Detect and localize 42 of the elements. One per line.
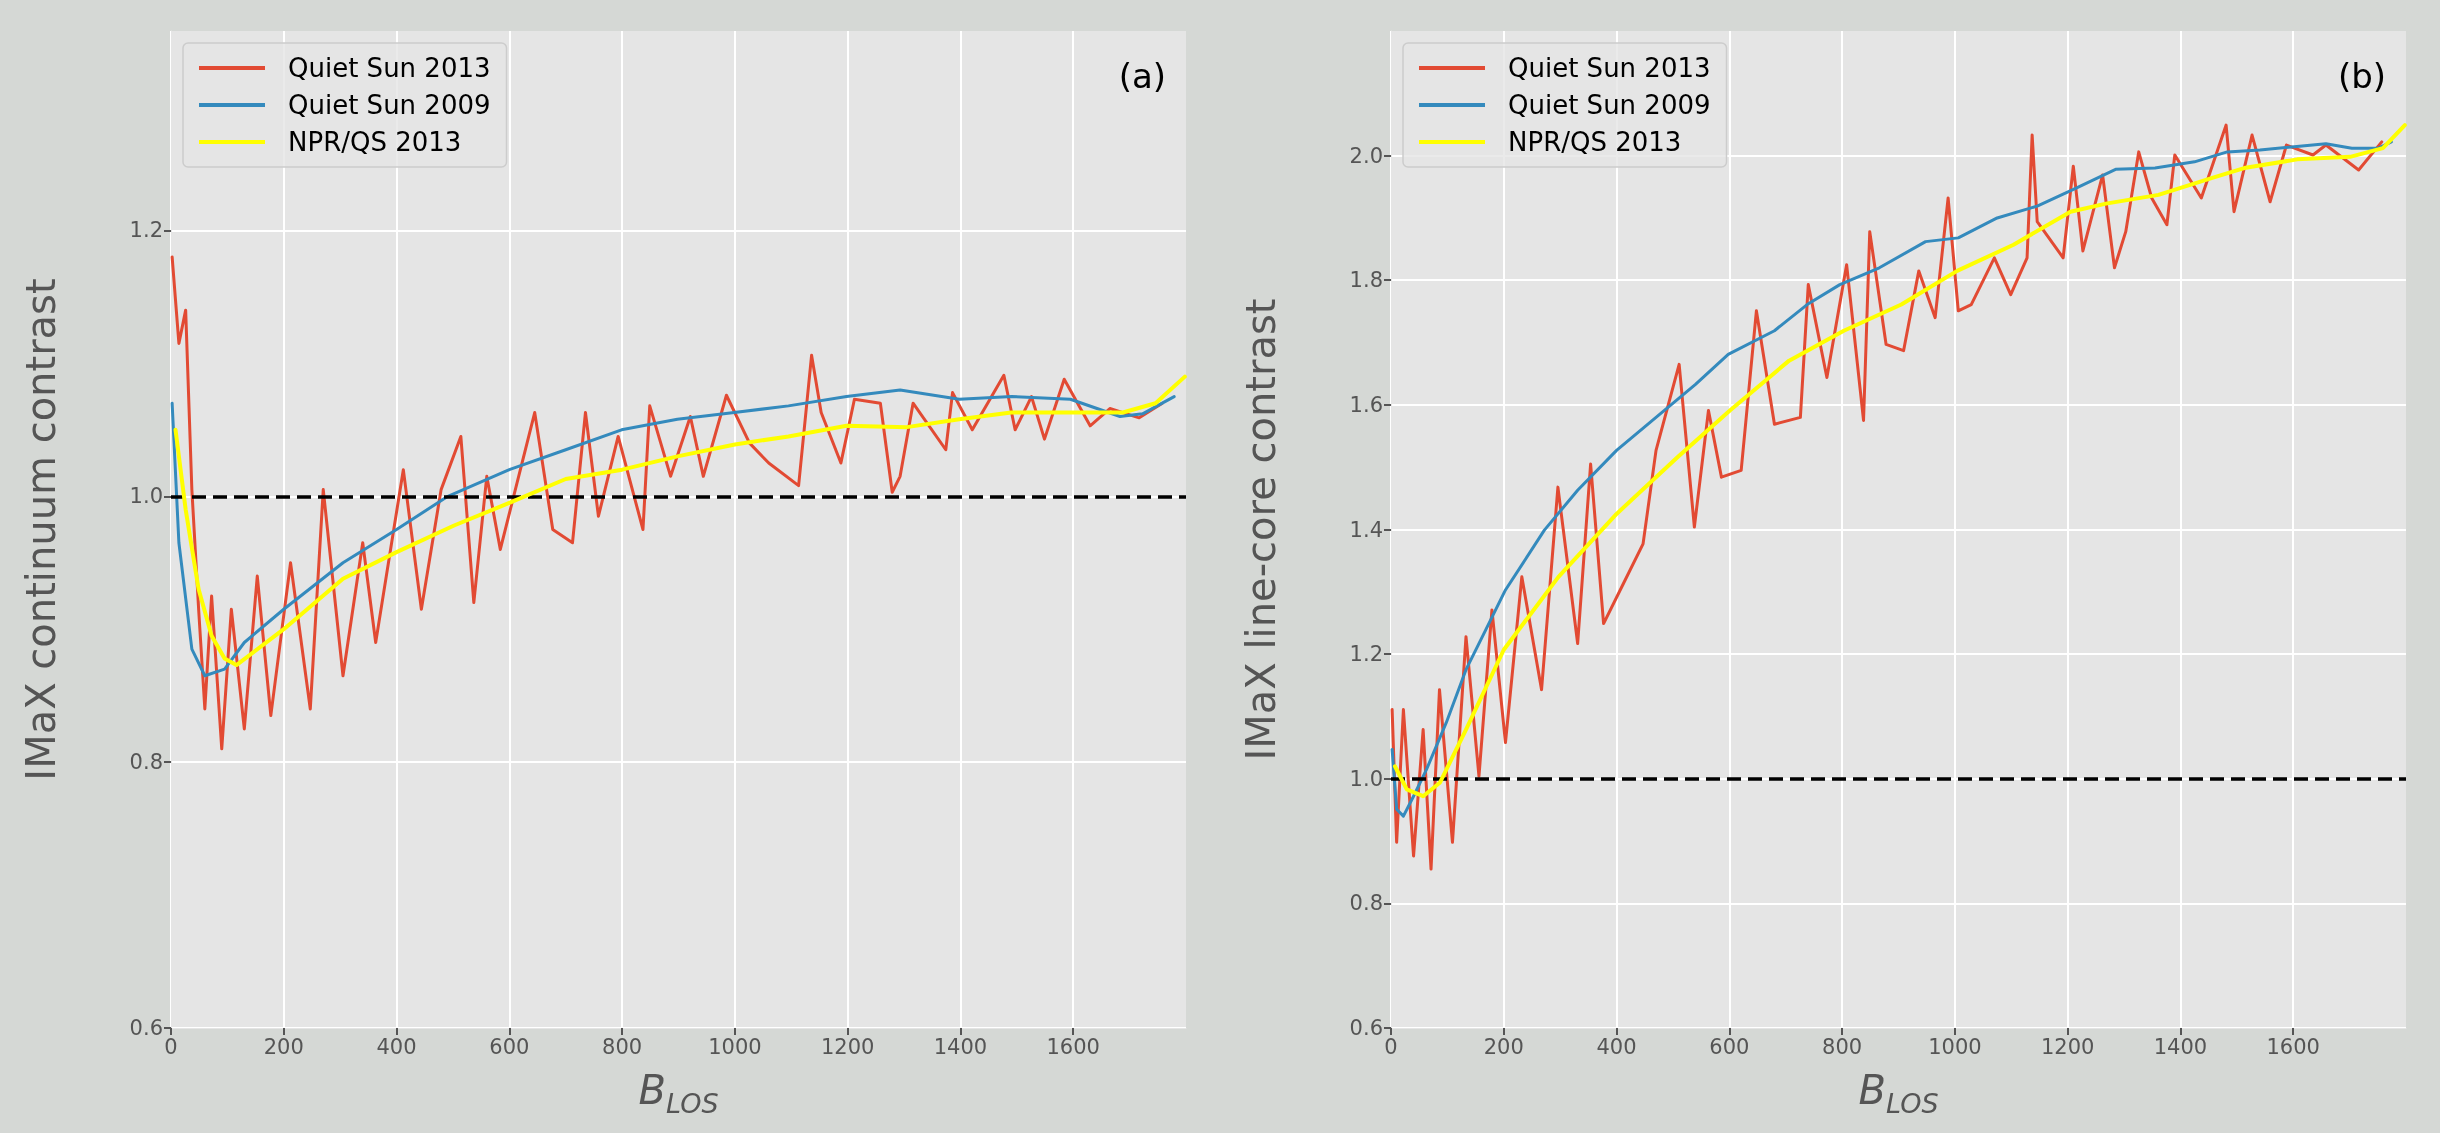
x-tick-label: 1000: [1928, 1034, 1982, 1059]
x-tick-label: 400: [1596, 1034, 1637, 1059]
legend-label: NPR/QS 2013: [1508, 127, 1682, 157]
x-tick-label: 400: [376, 1034, 417, 1059]
y-tick-label: 1.4: [1349, 517, 1383, 542]
y-tick-label: 2.0: [1349, 143, 1383, 168]
annotation: (b): [2337, 56, 2387, 96]
x-tick-label: 1400: [2153, 1034, 2208, 1059]
x-axis-title: B$_{LOS}$: [638, 1067, 719, 1119]
annotation: (a): [1118, 56, 1167, 96]
x-tick-label: 1400: [933, 1034, 988, 1059]
y-tick-label: 1.0: [129, 484, 163, 509]
y-tick-label: 1.6: [1349, 392, 1383, 417]
x-tick-label: 600: [489, 1034, 530, 1059]
x-tick-label: 800: [1822, 1034, 1863, 1059]
y-axis-title: IMaX line-core contrast: [1238, 298, 1284, 761]
legend-label: Quiet Sun 2013: [288, 53, 491, 83]
x-tick-label: 0: [1384, 1034, 1398, 1059]
y-axis-title: IMaX continuum contrast: [18, 278, 64, 781]
y-tick-label: 0.8: [1349, 891, 1383, 916]
x-tick-label: 200: [1483, 1034, 1524, 1059]
x-tick-label: 200: [263, 1034, 304, 1059]
legend-label: Quiet Sun 2009: [288, 90, 491, 120]
x-tick-label: 1600: [1046, 1034, 1100, 1059]
y-tick-label: 0.8: [129, 750, 163, 775]
legend-label: NPR/QS 2013: [288, 127, 462, 157]
legend-label: Quiet Sun 2013: [1508, 53, 1711, 83]
y-tick-label: 0.6: [1349, 1016, 1383, 1040]
x-axis-title: B$_{LOS}$: [1858, 1067, 1939, 1119]
y-tick-label: 0.6: [129, 1016, 163, 1040]
y-tick-label: 1.8: [1349, 268, 1383, 293]
y-tick-label: 1.2: [129, 218, 163, 243]
x-tick-label: 0: [164, 1034, 178, 1059]
legend-label: Quiet Sun 2009: [1508, 90, 1711, 120]
y-tick-label: 1.2: [1349, 642, 1383, 667]
x-tick-label: 1600: [2266, 1034, 2320, 1059]
x-tick-label: 1200: [820, 1034, 875, 1059]
x-tick-label: 1000: [708, 1034, 762, 1059]
y-tick-label: 1.0: [1349, 766, 1383, 791]
x-tick-label: 800: [602, 1034, 643, 1059]
x-tick-label: 1200: [2040, 1034, 2095, 1059]
x-tick-label: 600: [1709, 1034, 1750, 1059]
